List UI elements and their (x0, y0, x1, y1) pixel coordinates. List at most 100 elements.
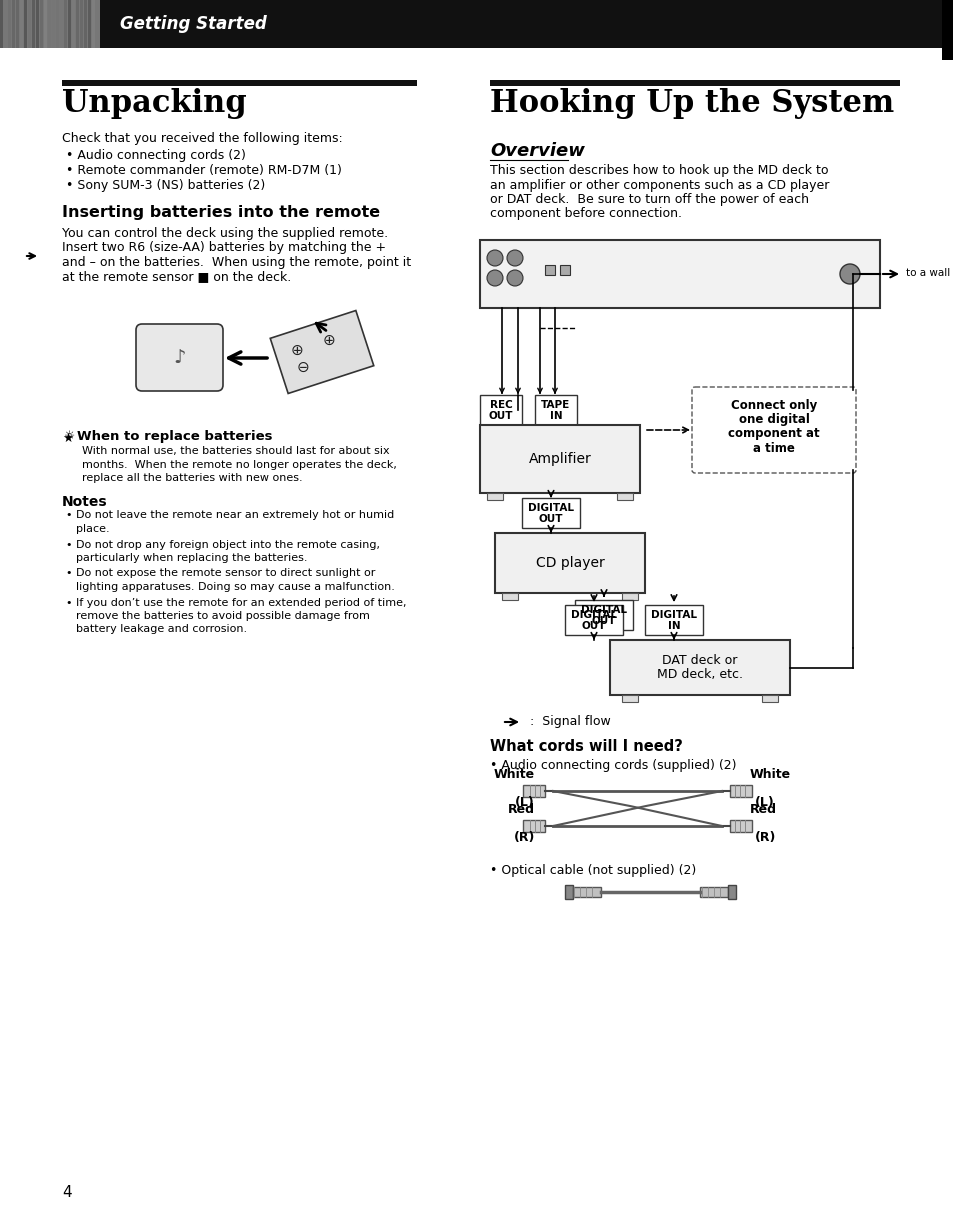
Bar (575, 600, 633, 630)
Bar (195, 0, 199, 48)
Bar (479, 240, 879, 307)
Circle shape (840, 265, 859, 284)
Text: IN: IN (549, 412, 561, 421)
Bar (312, 0, 314, 48)
Bar (395, 0, 398, 48)
Polygon shape (270, 310, 374, 393)
Bar (412, 0, 415, 48)
Bar (295, 0, 298, 48)
Bar (304, 0, 307, 48)
Text: ★: ★ (62, 432, 73, 445)
Bar (32, 0, 35, 48)
Bar (384, 0, 387, 48)
Text: TAPE: TAPE (540, 401, 570, 410)
Bar (564, 605, 622, 635)
Bar (335, 0, 338, 48)
Bar (204, 0, 207, 48)
Bar (108, 0, 111, 48)
Bar (64, 0, 67, 48)
Bar (375, 0, 378, 48)
Text: IN: IN (667, 621, 679, 631)
Text: OUT: OUT (581, 621, 605, 631)
Bar (215, 0, 219, 48)
Text: Red: Red (749, 804, 776, 816)
Text: Insert two R6 (size-AA) batteries by matching the +: Insert two R6 (size-AA) batteries by mat… (62, 241, 386, 255)
Bar (284, 0, 287, 48)
Text: ☼: ☼ (64, 430, 75, 443)
Bar (339, 0, 343, 48)
Bar (392, 0, 395, 48)
Bar (71, 0, 75, 48)
Text: With normal use, the batteries should last for about six: With normal use, the batteries should la… (82, 446, 389, 456)
Bar (379, 0, 382, 48)
Text: OUT: OUT (591, 616, 616, 626)
Text: OUT: OUT (488, 412, 513, 421)
Text: 4: 4 (62, 1185, 71, 1200)
Text: an amplifier or other components such as a CD player: an amplifier or other components such as… (490, 179, 828, 191)
Text: Inserting batteries into the remote: Inserting batteries into the remote (62, 205, 379, 220)
Text: component before connection.: component before connection. (490, 207, 681, 220)
Bar (621, 593, 638, 600)
Bar (264, 0, 267, 48)
Bar (388, 0, 391, 48)
Bar (228, 0, 231, 48)
Bar (128, 0, 131, 48)
Bar (416, 0, 418, 48)
Bar (348, 0, 351, 48)
Bar (220, 0, 223, 48)
Text: • Audio connecting cords (supplied) (2): • Audio connecting cords (supplied) (2) (490, 760, 736, 772)
Bar (399, 0, 402, 48)
Bar (522, 820, 544, 832)
Bar (36, 0, 39, 48)
Text: What cords will I need?: What cords will I need? (490, 739, 682, 755)
Bar (168, 0, 171, 48)
Bar (364, 0, 367, 48)
Bar (260, 0, 263, 48)
Bar (288, 0, 291, 48)
Text: Unpacking: Unpacking (62, 88, 247, 119)
Bar (564, 884, 573, 899)
Bar (700, 887, 727, 897)
Bar (252, 0, 254, 48)
Text: • Sony SUM-3 (NS) batteries (2): • Sony SUM-3 (NS) batteries (2) (66, 180, 265, 192)
Bar (232, 0, 234, 48)
Text: • Do not drop any foreign object into the remote casing,: • Do not drop any foreign object into th… (66, 539, 379, 550)
Text: Connect only: Connect only (730, 399, 817, 413)
Bar (172, 0, 174, 48)
Bar (621, 695, 638, 702)
Bar (495, 533, 644, 593)
Bar (40, 0, 43, 48)
Bar (479, 394, 521, 425)
Text: place.: place. (76, 524, 110, 534)
Text: CD player: CD player (535, 556, 604, 570)
Bar (522, 785, 544, 797)
Bar (268, 0, 271, 48)
Bar (0, 0, 3, 48)
Text: or DAT deck.  Be sure to turn off the power of each: or DAT deck. Be sure to turn off the pow… (490, 194, 808, 206)
Text: • Remote commander (remote) RM-D7M (1): • Remote commander (remote) RM-D7M (1) (66, 164, 341, 176)
Text: Getting Started: Getting Started (120, 15, 267, 33)
Bar (490, 80, 899, 86)
Bar (408, 0, 411, 48)
Text: • If you don’t use the remote for an extended period of time,: • If you don’t use the remote for an ext… (66, 598, 406, 608)
Bar (428, 0, 431, 48)
Bar (62, 80, 416, 86)
Bar (84, 0, 87, 48)
Text: White: White (749, 768, 790, 782)
Text: REC: REC (489, 401, 512, 410)
Text: and – on the batteries.  When using the remote, point it: and – on the batteries. When using the r… (62, 256, 411, 270)
Text: Amplifier: Amplifier (528, 452, 591, 466)
FancyBboxPatch shape (136, 323, 223, 391)
Text: DIGITAL: DIGITAL (650, 610, 697, 620)
Bar (100, 0, 103, 48)
Bar (24, 0, 27, 48)
Bar (48, 0, 51, 48)
Text: DIGITAL: DIGITAL (527, 503, 574, 513)
Bar (132, 0, 135, 48)
Bar (275, 0, 278, 48)
Bar (212, 0, 214, 48)
Text: Notes: Notes (62, 495, 108, 508)
Bar (486, 492, 502, 500)
Bar (248, 0, 251, 48)
Bar (761, 695, 778, 702)
